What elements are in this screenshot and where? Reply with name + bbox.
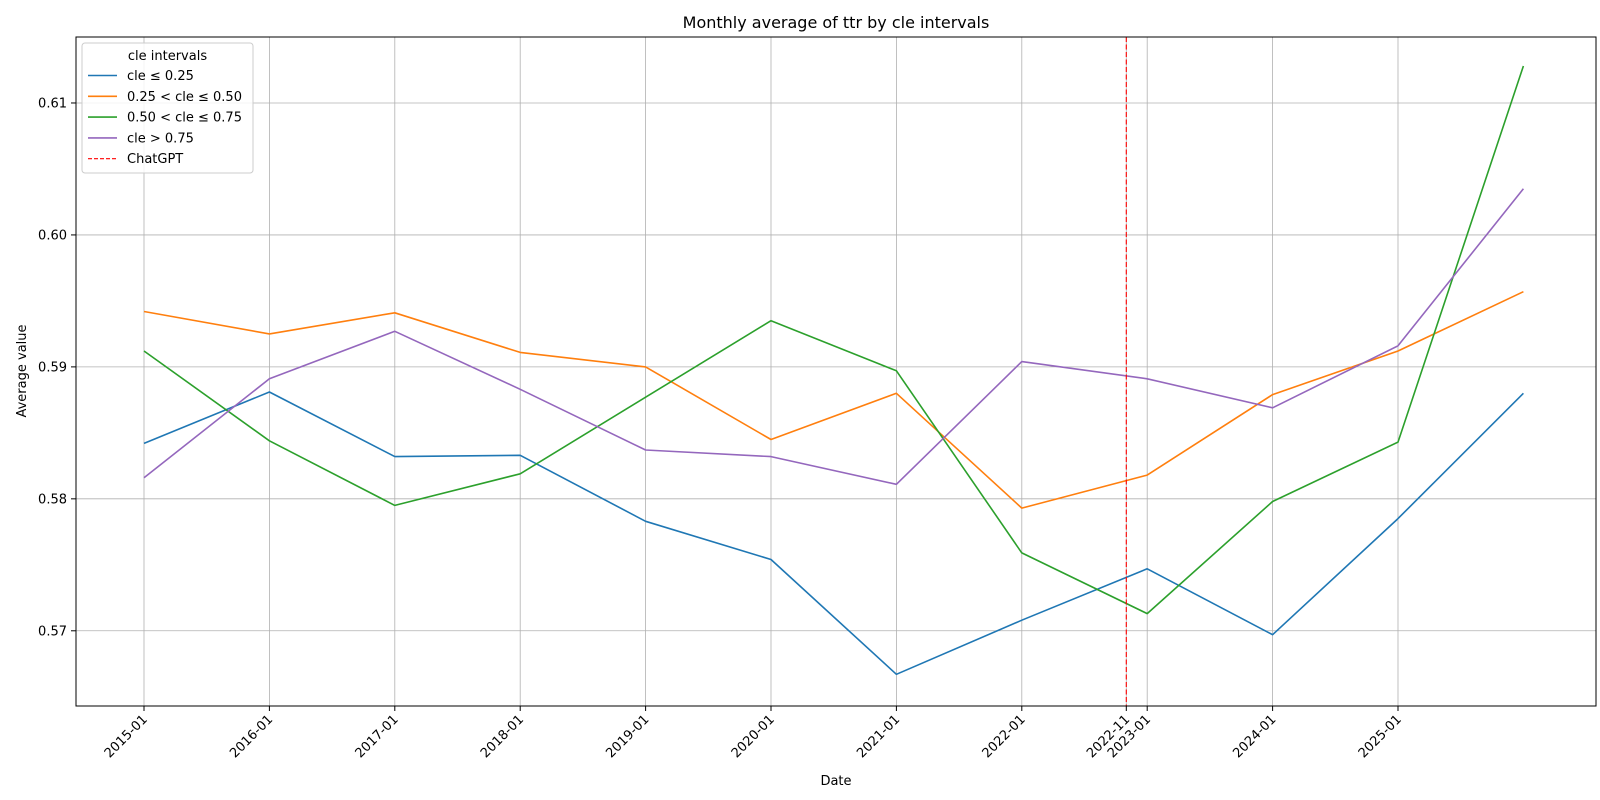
series-line — [143, 290, 1524, 509]
legend-entry-label: 0.25 < cle ≤ 0.50 — [127, 90, 242, 105]
legend-entry-label: cle > 0.75 — [127, 131, 194, 146]
y-tick-label: 0.60 — [38, 228, 67, 243]
legend-entry-label: cle ≤ 0.25 — [127, 69, 194, 84]
x-axis-label: Date — [820, 774, 851, 789]
legend-box — [81, 42, 254, 174]
grid — [76, 37, 1596, 706]
y-tick-label: 0.59 — [38, 360, 67, 375]
legend-title: cle intervals — [128, 49, 207, 64]
y-tick-label: 0.58 — [38, 492, 67, 507]
y-axis: 0.57 0.58 0.59 0.60 0.61 — [38, 96, 76, 639]
series-line — [143, 391, 1524, 676]
legend-entry-label: 0.50 < cle ≤ 0.75 — [127, 111, 242, 126]
y-tick-label: 0.57 — [38, 624, 67, 639]
series-line — [143, 65, 1525, 615]
series-line — [143, 188, 1525, 486]
legend-entry-label: ChatGPT — [127, 152, 183, 167]
plot-area-frame — [75, 36, 1597, 707]
y-axis-label: Average value — [15, 324, 30, 417]
legend: cle intervals cle ≤ 0.25 0.25 < cle ≤ 0.50… — [81, 42, 254, 174]
series-lines — [143, 65, 1525, 676]
chart-title: Monthly average of ttr by cle intervals — [683, 13, 990, 32]
y-tick-label: 0.61 — [38, 96, 67, 111]
